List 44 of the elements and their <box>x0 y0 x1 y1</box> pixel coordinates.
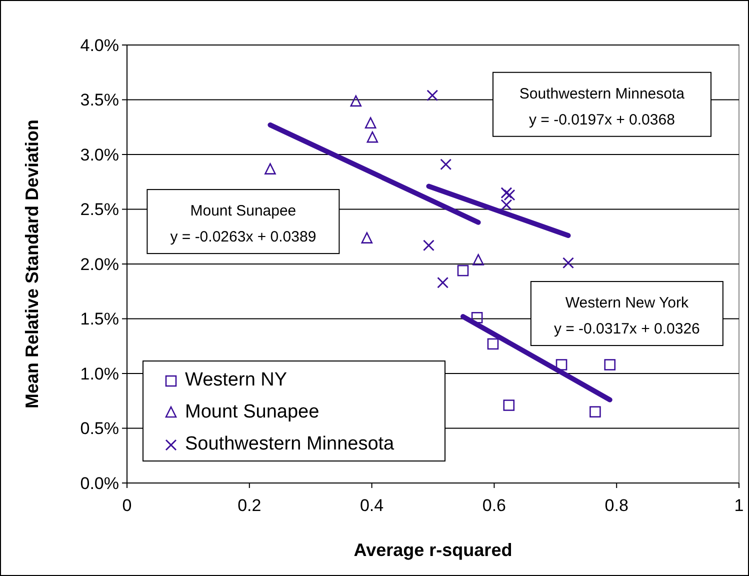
annotation: Western New York y = -0.0317x + 0.0326 <box>554 294 700 338</box>
legend-label: Western NY <box>185 370 288 391</box>
point <box>472 254 484 266</box>
legend-label: Southwestern Minnesota <box>185 434 395 455</box>
x-tick-label: 0.2 <box>238 496 262 515</box>
y-tick-label: 0.5% <box>80 419 119 438</box>
y-tick-label: 1.5% <box>80 310 119 329</box>
point <box>562 257 574 269</box>
legend-label: Mount Sunapee <box>185 402 320 423</box>
annotation: Southwestern Minnesota y = -0.0197x + 0.0368 <box>519 85 686 128</box>
point <box>604 359 616 370</box>
x-tick-label: 0.6 <box>482 496 506 515</box>
point <box>503 400 515 411</box>
x-tick-label: 0 <box>122 496 132 515</box>
point <box>350 95 362 107</box>
equation-label-box: Mount Sunapee y = -0.0263x + 0.0389 <box>146 189 340 254</box>
equation-label-box: Western New York y = -0.0317x + 0.0326 <box>530 281 724 346</box>
point <box>440 158 452 170</box>
point <box>437 276 449 288</box>
point <box>471 312 483 324</box>
point <box>361 232 373 244</box>
point <box>366 131 378 143</box>
y-tick-label: 1.0% <box>80 364 119 384</box>
point <box>457 264 469 276</box>
x-tick-label: 0.4 <box>360 496 384 515</box>
y-tick-label: 0.0% <box>80 474 119 493</box>
point <box>364 117 376 128</box>
y-axis-title: Mean Relative Standard Deviation <box>22 119 42 409</box>
x-tick-label: 1 <box>734 496 744 515</box>
y-tick-label: 4.0% <box>80 36 119 55</box>
y-tick-label: 3.5% <box>80 90 119 110</box>
point <box>264 163 276 174</box>
point <box>487 338 499 350</box>
y-tick-label: 2.5% <box>80 200 119 220</box>
point <box>556 359 568 370</box>
point <box>426 90 438 102</box>
point <box>422 240 434 252</box>
y-tick-label: 2.0% <box>80 254 119 274</box>
y-tick-label: 3.0% <box>80 145 119 164</box>
x-tick-label: 0.8 <box>604 496 628 515</box>
equation-label-box: Southwestern Minnesota y = -0.0197x + 0.0368 <box>492 72 712 137</box>
x-axis-title: Average r-squared <box>354 540 512 560</box>
point <box>590 406 601 418</box>
annotation: Mount Sunapee y = -0.0263x + 0.0389 <box>170 202 316 246</box>
